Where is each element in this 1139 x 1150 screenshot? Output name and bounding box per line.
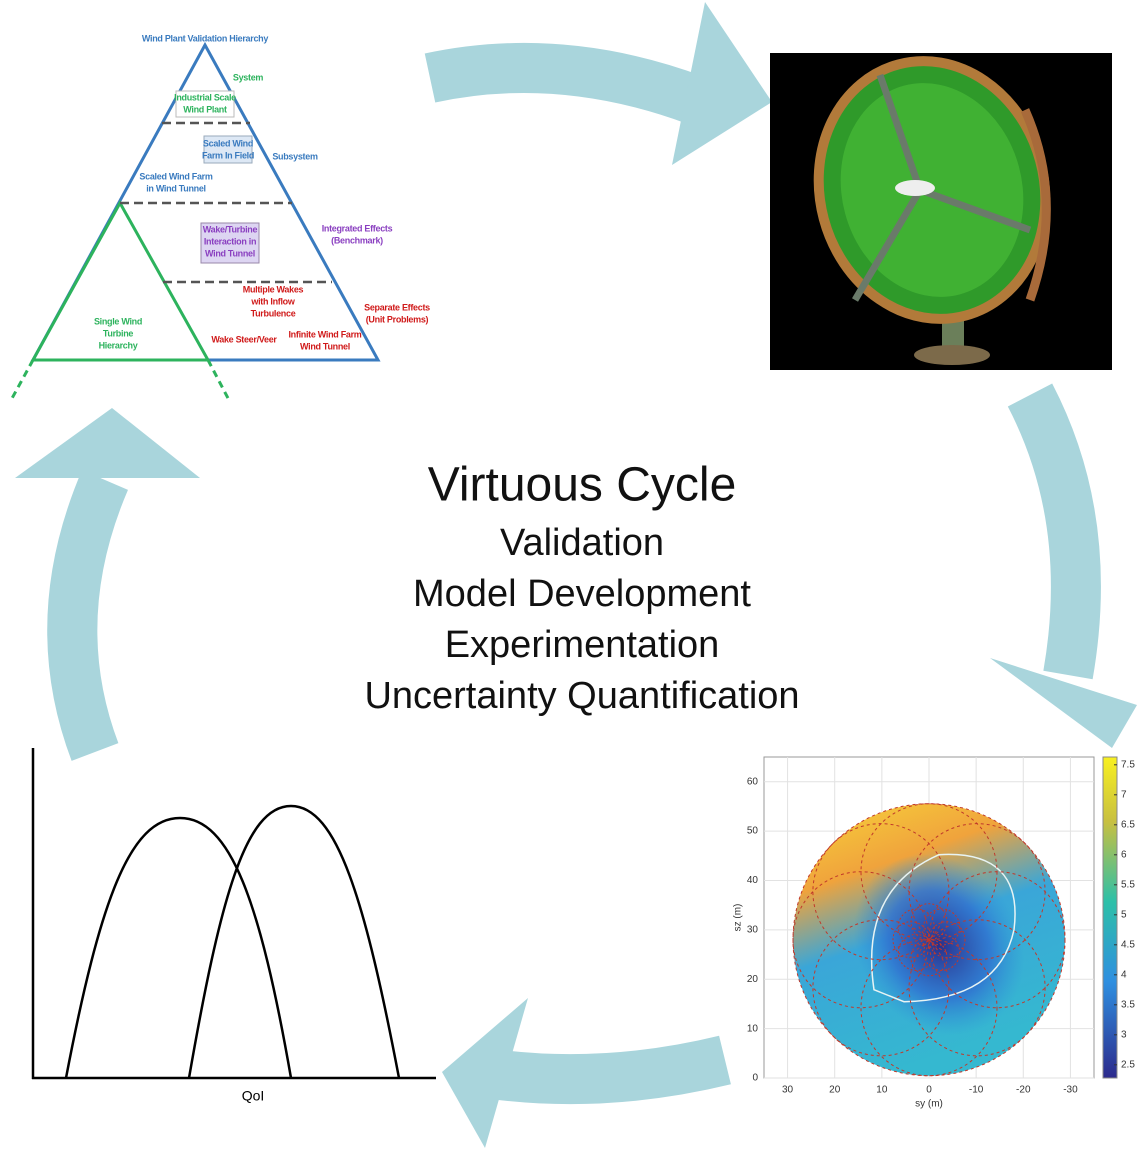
pyramid-label: Scaled Wind Farm <box>139 171 212 181</box>
pyramid-label: System <box>233 72 264 82</box>
pyramid-label: Subsystem <box>272 151 318 161</box>
pyramid-label: Scaled Wind <box>203 138 253 148</box>
contour-plot: 30 20 10 0 -10 -20 -30 0 10 20 30 40 50 60 sy (m) sz (m… <box>733 757 1136 1110</box>
y-axis-label: sz (m) <box>733 904 744 932</box>
colorbar-tick-label: 3 <box>1121 1029 1127 1040</box>
x-axis-label: sy (m) <box>915 1099 943 1110</box>
pyramid-label: Single Wind <box>94 316 142 326</box>
pyramid: Wind Plant Validation Hierarchy System In… <box>10 33 430 402</box>
pyramid-label: Interaction in <box>204 236 256 246</box>
colorbar <box>1103 757 1117 1078</box>
center-item: Experimentation <box>445 624 720 666</box>
colorbar-tick-label: 5.5 <box>1121 879 1135 890</box>
x-tick-label: 30 <box>782 1085 794 1096</box>
pyramid-label: Wake Steer/Veer <box>211 334 277 344</box>
colorbar-tick-label: 4.5 <box>1121 939 1135 950</box>
x-tick-label: -30 <box>1063 1085 1078 1096</box>
pyramid-label: Turbine <box>103 328 134 338</box>
center-items: Validation Model Development Experimentati… <box>364 522 799 717</box>
distribution-curve <box>66 818 291 1078</box>
pyramid-labels: System Industrial Scale Wind Plant Scaled W… <box>94 72 430 351</box>
distribution-plot: QoI <box>32 748 436 1104</box>
colorbar-tick-label: 4 <box>1121 969 1127 980</box>
x-tick-label: 10 <box>876 1085 888 1096</box>
pyramid-label: Integrated Effects <box>322 223 393 233</box>
virtuous-cycle-diagram: Wind Plant Validation Hierarchy System In… <box>0 0 1139 1150</box>
dashed-extension <box>208 360 230 402</box>
pyramid-label: (Benchmark) <box>331 235 383 245</box>
pyramid-label: in Wind Tunnel <box>146 183 206 193</box>
pyramid-label: Wind Plant <box>183 104 227 114</box>
pyramid-title: Wind Plant Validation Hierarchy <box>142 33 268 43</box>
pyramid-label: Multiple Wakes <box>243 284 304 294</box>
center-item: Model Development <box>413 573 751 615</box>
y-tick-label: 40 <box>747 875 759 886</box>
colorbar-tick-label: 6 <box>1121 849 1127 860</box>
y-tick-label: 0 <box>752 1073 758 1084</box>
pyramid-label: with Inflow <box>250 296 295 306</box>
tower-base <box>914 345 990 365</box>
turbine-image <box>770 35 1112 370</box>
center-item: Uncertainty Quantification <box>364 675 799 717</box>
pyramid-label: Wind Tunnel <box>300 341 350 351</box>
pyramid-label: Hierarchy <box>99 340 138 350</box>
hub <box>895 180 935 196</box>
x-axis-label: QoI <box>242 1088 265 1104</box>
colorbar-tick-label: 7 <box>1121 789 1127 800</box>
pyramid-label: Industrial Scale <box>174 92 236 102</box>
pyramid-label: Wake/Turbine <box>203 224 258 234</box>
colorbar-tick-label: 6.5 <box>1121 819 1135 830</box>
colorbar-tick-label: 5 <box>1121 909 1127 920</box>
y-tick-label: 10 <box>747 1023 759 1034</box>
center-title: Virtuous Cycle <box>428 459 737 512</box>
y-tick-label: 30 <box>747 924 759 935</box>
pyramid-label: (Unit Problems) <box>366 314 429 324</box>
x-tick-label: -10 <box>969 1085 984 1096</box>
colorbar-tick-label: 2.5 <box>1121 1059 1135 1070</box>
dashed-extension <box>10 360 33 402</box>
pyramid-label: Turbulence <box>251 308 296 318</box>
pyramid-label: Infinite Wind Farm <box>288 329 361 339</box>
colorbar-tick-label: 7.5 <box>1121 759 1135 770</box>
x-tick-label: -20 <box>1016 1085 1031 1096</box>
arrow-body <box>430 68 695 100</box>
y-tick-label: 60 <box>747 776 759 787</box>
pyramid-label: Farm In Field <box>202 150 254 160</box>
colorbar-tick-label: 3.5 <box>1121 999 1135 1010</box>
distribution-curve <box>189 806 399 1078</box>
arrow-body <box>500 1060 725 1079</box>
y-tick-label: 20 <box>747 974 759 985</box>
center-item: Validation <box>500 522 664 564</box>
pyramid-label: Separate Effects <box>364 302 430 312</box>
y-tick-label: 50 <box>747 826 759 837</box>
arrow-body <box>72 480 105 752</box>
x-tick-label: 0 <box>926 1085 932 1096</box>
pyramid-label: Wind Tunnel <box>205 248 255 258</box>
arrow-head <box>15 408 200 478</box>
arrow-body <box>1030 395 1076 675</box>
x-tick-label: 20 <box>829 1085 841 1096</box>
